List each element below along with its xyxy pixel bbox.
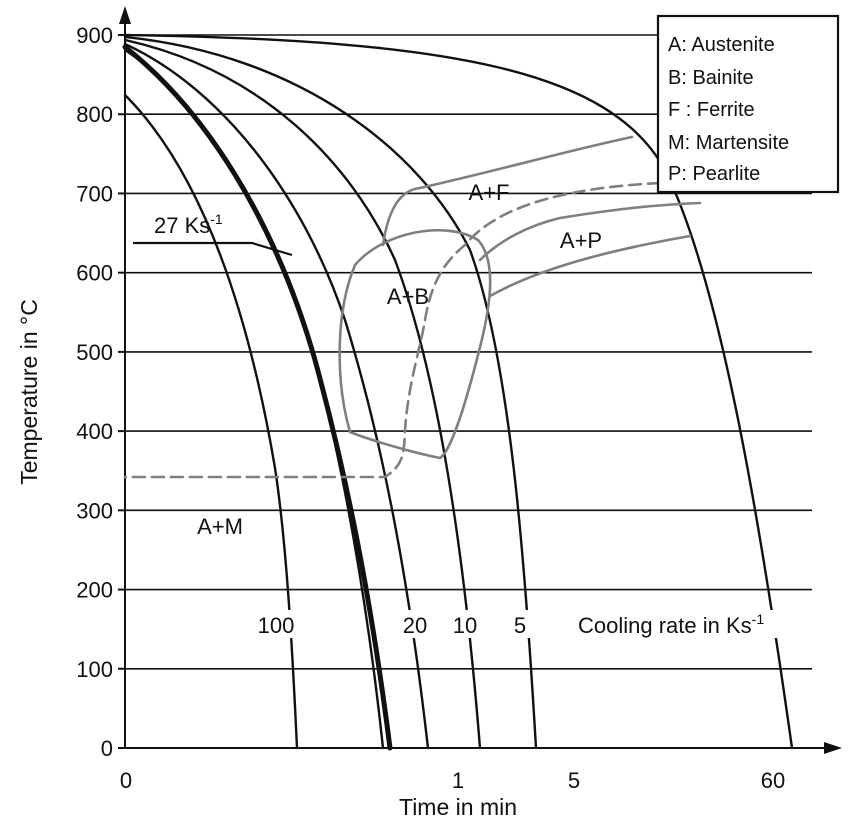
cooling-rate-text: Cooling rate in Ks-1 (578, 611, 764, 638)
rate-label-10-bg (448, 610, 482, 638)
legend-item-austenite: A: Austenite (668, 34, 775, 56)
y-tick-label-700: 700 (76, 181, 113, 206)
rate-label-27: 27 Ks-1 (154, 211, 223, 238)
region-label-am: A+M (197, 514, 243, 539)
x-tick-0: 0 (120, 768, 132, 793)
rate-27-annotation: 27 Ks-1 (133, 211, 293, 257)
grid-lines (125, 34, 812, 670)
cooling-curve-20 (123, 42, 430, 750)
y-tick-label-800: 800 (76, 102, 113, 127)
x-tick-labels: 0 1 5 60 (120, 768, 785, 793)
cooling-curve-5 (123, 35, 538, 750)
y-tick-label-400: 400 (76, 419, 113, 444)
rate-label-20-bg (398, 610, 432, 638)
cooling-curve-10 (123, 38, 482, 750)
rate-label-5-bg (509, 610, 533, 638)
legend-item-bainite: B: Bainite (668, 67, 754, 89)
region-label-ab: A+B (387, 284, 429, 309)
legend-item-martensite: M: Martensite (668, 132, 789, 154)
rate-labels: 100 20 10 5 Cooling rate in Ks-1 (252, 610, 825, 638)
legend-box (656, 14, 840, 194)
pearlite-finish-boundary (488, 234, 692, 298)
rate-27-leader-line (133, 241, 293, 257)
y-tick-label-0: 0 (101, 736, 113, 761)
y-tick-label-200: 200 (76, 578, 113, 603)
rate-label-5: 5 (514, 613, 526, 638)
cooling-curve-27 (122, 44, 393, 751)
y-tick-label-500: 500 (76, 340, 113, 365)
legend-item-pearlite: P: Pearlite (668, 163, 760, 185)
region-label-af: A+F (469, 180, 510, 205)
y-tick-label-900: 900 (76, 23, 113, 48)
y-axis-title: Temperature in °C (16, 299, 42, 485)
phase-boundaries (123, 135, 702, 479)
pearlite-start-boundary (478, 201, 702, 262)
cooling-rate-text-bg (573, 610, 825, 638)
legend-item-ferrite: F : Ferrite (668, 99, 755, 121)
y-tick-label-100: 100 (76, 657, 113, 682)
region-labels: A+F A+B A+P A+M (197, 180, 602, 539)
y-axis-arrow (119, 6, 131, 24)
legend: A: Austenite B: Bainite F : Ferrite M: M… (656, 14, 840, 194)
rate-label-100: 100 (258, 613, 295, 638)
y-tick-label-300: 300 (76, 498, 113, 523)
region-label-ap: A+P (560, 228, 602, 253)
x-axis-title: Time in min (399, 794, 517, 820)
x-tick-1: 1 (452, 768, 464, 793)
rate-label-20: 20 (403, 613, 427, 638)
transformation-dashed-line (123, 181, 662, 479)
ferrite-start-boundary (381, 135, 634, 247)
y-tick-labels: 0 100 200 300 400 500 600 700 800 900 (76, 23, 125, 761)
cooling-curve-27-companion (123, 48, 385, 750)
x-tick-60: 60 (761, 768, 785, 793)
rate-label-10: 10 (453, 613, 477, 638)
x-tick-5: 5 (568, 768, 580, 793)
x-axis-arrow (824, 742, 842, 754)
y-tick-label-600: 600 (76, 261, 113, 286)
bainite-region-boundary (338, 229, 492, 460)
rate-label-100-bg (252, 610, 300, 638)
axes (119, 6, 842, 754)
